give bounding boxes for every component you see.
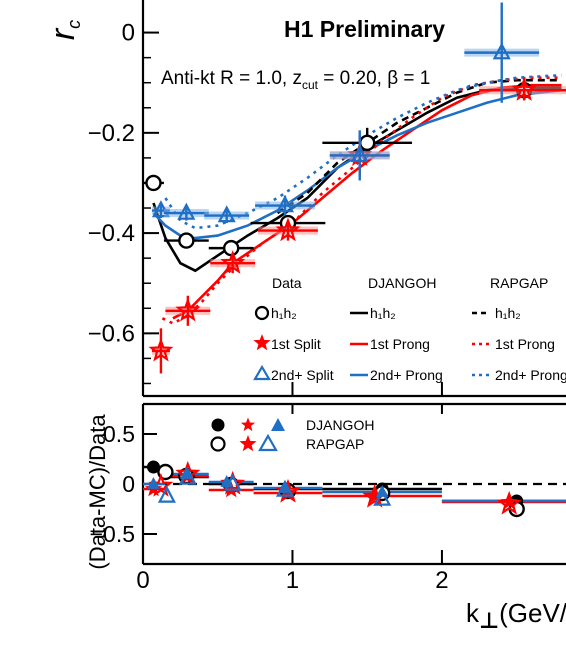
legend-label-rapgap-1st: 1st Prong (495, 336, 555, 352)
legend-label-data-2nd: 2nd+ Split (271, 367, 334, 383)
main-y-tick-label: −0.6 (88, 320, 135, 347)
ratio-y-tick-label: 0 (122, 471, 135, 497)
main-y-tick-label: 0 (122, 20, 135, 47)
legend-star-shape (253, 334, 271, 351)
ratio-legend-filled-circle (211, 418, 225, 432)
ratio-point (220, 475, 234, 487)
ratio-legend-star-open-shape (239, 435, 257, 452)
ratio-point (147, 477, 160, 489)
ratio-point (500, 493, 518, 510)
legend-head-data: Data (272, 275, 302, 291)
data-point (178, 232, 195, 249)
data-point (217, 205, 236, 223)
curve-4 (161, 76, 562, 325)
data-point (175, 297, 201, 322)
legend-marker-star (253, 334, 271, 351)
main-panel: 0 −0.2 −0.4 −0.6 (88, 0, 566, 398)
data-point (222, 239, 240, 257)
main-plot-area (143, 2, 566, 374)
curve-0 (152, 86, 562, 273)
ratio-point (157, 463, 174, 481)
selection-annotation: Anti-kt R = 1.0, zcut = 0.20, β = 1 (161, 68, 430, 92)
ratio-legend: DJANGOH RAPGAP (210, 417, 374, 452)
ratio-legend-open-triangle (258, 433, 278, 452)
legend: Data DJANGOH RAPGAP h₁h₂ h₁h₂ h₁h₂ 1st S… (253, 275, 566, 383)
x-tick-label: 0 (136, 567, 149, 594)
ratio-point (146, 460, 160, 474)
ratio-legend-djangoh: DJANGOH (306, 417, 374, 433)
ratio-point (366, 487, 384, 504)
ratio-legend-open-circle (210, 436, 226, 452)
legend-head-rapgap: RAPGAP (490, 275, 548, 291)
ratio-y-tick-label: −0.5 (90, 521, 135, 547)
curve-5 (164, 73, 562, 230)
main-y-tick-label: −0.2 (88, 120, 135, 147)
curve-3 (276, 78, 562, 215)
experiment-label: H1 Preliminary (284, 16, 445, 42)
legend-label-djangoh-2nd: 2nd+ Prong (370, 367, 443, 383)
legend-marker-open-circle (254, 305, 270, 321)
ratio-legend-open-star (239, 435, 257, 452)
data-point (359, 134, 376, 152)
ratio-point (496, 490, 522, 515)
legend-marker-open-triangle (253, 364, 271, 381)
data-point (145, 174, 162, 192)
x-tick-label: 2 (435, 567, 448, 594)
legend-label-data-h1h2: h₁h₂ (271, 305, 297, 321)
legend-label-rapgap-h1h2: h₁h₂ (495, 305, 521, 321)
legend-label-rapgap-2nd: 2nd+ Prong (495, 367, 566, 383)
ratio-point (275, 479, 295, 497)
data-point (275, 217, 301, 242)
x-axis-title: k⊥(GeV/ (466, 598, 566, 633)
ratio-y-axis-title: (Data-MC)/Data (85, 414, 110, 570)
ratio-legend-star-filled-shape (240, 417, 256, 432)
ratio-panel: 0.50−0.50 1 2 (90, 402, 566, 594)
ratio-y-tick-label: 0.5 (103, 421, 135, 447)
data-point (220, 250, 246, 274)
ratio-legend-rapgap: RAPGAP (306, 436, 364, 452)
legend-label-data-1st: 1st Split (271, 336, 321, 352)
ratio-plot-area (143, 460, 566, 518)
legend-label-djangoh-1st: 1st Prong (370, 336, 430, 352)
main-y-tick-label: −0.4 (88, 220, 135, 247)
data-point (511, 77, 537, 101)
ratio-legend-filled-star (240, 417, 256, 432)
ratio-point (223, 473, 242, 491)
data-point (350, 145, 369, 163)
ratio-point (178, 467, 197, 485)
data-point (177, 202, 196, 220)
legend-head-djangoh: DJANGOH (368, 275, 436, 291)
x-tick-label: 1 (286, 567, 299, 594)
ratio-legend-filled-triangle (271, 418, 285, 431)
data-point (492, 42, 511, 60)
y-axis-title: rc (44, 20, 84, 40)
data-point (148, 337, 174, 362)
data-point (275, 195, 295, 213)
ratio-point (157, 485, 176, 503)
legend-label-djangoh-h1h2: h₁h₂ (370, 305, 396, 321)
ratio-point (373, 488, 392, 506)
